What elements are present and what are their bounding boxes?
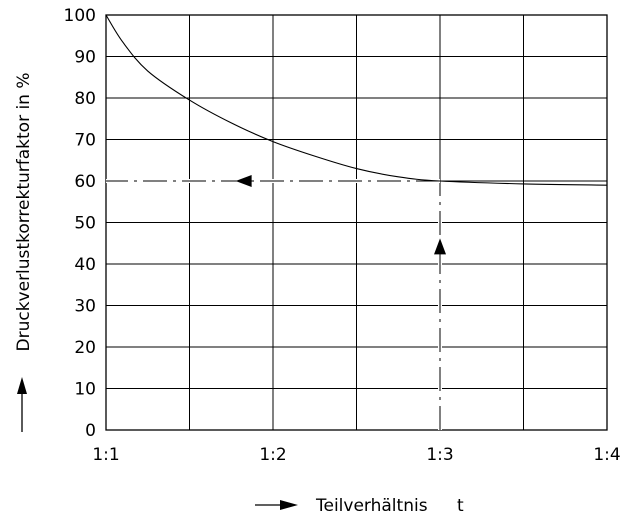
reading-arrow-up — [434, 238, 446, 255]
x-tick-label: 1:1 — [92, 445, 119, 465]
y-tick-label: 0 — [85, 421, 96, 441]
y-tick-label: 70 — [74, 131, 96, 151]
tick-labels: 0 10 20 30 40 50 60 70 80 90 100 1:1 1:2 1:3 1:4 — [64, 6, 621, 465]
series-line — [105, 14, 608, 186]
y-axis-title-arrow — [17, 377, 27, 432]
y-tick-label: 80 — [74, 89, 96, 109]
series — [105, 14, 608, 186]
y-tick-label: 30 — [74, 297, 96, 317]
y-tick-label: 100 — [64, 6, 96, 26]
y-axis-title: Druckverlustkorrekturfaktor in % — [14, 72, 34, 351]
y-tick-label: 50 — [74, 214, 96, 234]
y-tick-label: 10 — [74, 380, 96, 400]
y-tick-label: 90 — [74, 48, 96, 68]
reading-example-lines — [106, 179, 442, 430]
x-tick-label: 1:2 — [259, 445, 286, 465]
x-tick-label: 1:4 — [593, 445, 620, 465]
reading-arrow-left — [235, 175, 252, 187]
reading-example-arrows — [235, 175, 446, 255]
grid — [105, 14, 608, 431]
y-tick-label: 40 — [74, 255, 96, 275]
y-tick-label: 20 — [74, 338, 96, 358]
x-axis-title-arrow — [255, 500, 298, 510]
y-tick-label: 60 — [74, 172, 96, 192]
plot-frame — [105, 14, 608, 431]
x-tick-label: 1:3 — [426, 445, 453, 465]
x-axis-title: Teilverhältnis — [315, 496, 428, 516]
x-axis-title-symbol: t — [457, 496, 464, 516]
